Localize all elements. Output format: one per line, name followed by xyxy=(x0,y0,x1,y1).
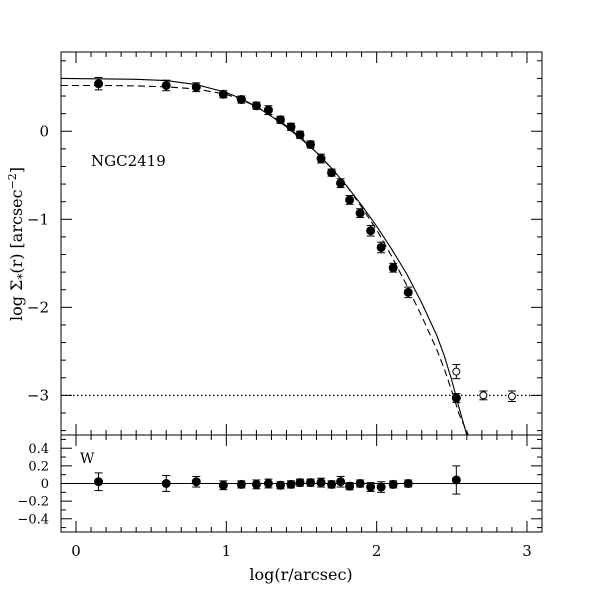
data-point xyxy=(275,480,285,490)
main-panel-data-points xyxy=(94,77,516,403)
residual-annotation: W xyxy=(80,451,95,467)
y-tick-label: −1 xyxy=(27,211,49,229)
data-point xyxy=(327,168,337,178)
data-point xyxy=(403,479,413,488)
data-point xyxy=(316,154,326,164)
data-point xyxy=(94,477,104,487)
data-point-open xyxy=(479,391,488,400)
data-point xyxy=(345,481,355,491)
data-point xyxy=(336,178,346,188)
model-curve-dashed xyxy=(61,84,469,436)
data-point-open xyxy=(452,367,461,376)
residual-panel: 0.4 0.2 0 −0.2 −0.4 W xyxy=(17,434,543,533)
data-point xyxy=(336,477,346,487)
y-tick-label: 0.4 xyxy=(28,442,49,457)
data-point xyxy=(366,226,376,236)
data-point-open xyxy=(507,392,516,401)
x-tick-label: 3 xyxy=(522,542,532,560)
data-point xyxy=(251,479,261,489)
data-point xyxy=(366,482,376,492)
data-point xyxy=(251,101,261,111)
main-panel-y-tick-labels: 0 −1 −2 −3 xyxy=(27,122,49,404)
data-point xyxy=(161,479,171,488)
data-point xyxy=(376,242,386,252)
data-point xyxy=(286,122,296,132)
data-point xyxy=(316,478,326,488)
data-point xyxy=(451,393,461,403)
data-point xyxy=(306,139,316,149)
data-point xyxy=(345,195,355,205)
data-point xyxy=(275,115,285,125)
data-point xyxy=(295,130,305,140)
data-point xyxy=(388,263,398,273)
data-point xyxy=(263,479,273,488)
y-tick-label: 0 xyxy=(39,122,49,140)
residual-panel-data-points xyxy=(94,465,461,495)
residual-panel-y-tick-labels: 0.4 0.2 0 −0.2 −0.4 xyxy=(17,442,49,528)
y-axis-label: log Σ*(r) [arcsec−2] xyxy=(6,167,29,321)
data-point xyxy=(94,79,104,89)
main-panel-ticks xyxy=(60,52,543,435)
data-point xyxy=(218,480,228,490)
y-tick-label: −0.4 xyxy=(17,512,49,527)
main-panel: 0 −1 −2 −3 NGC2419 xyxy=(27,51,543,436)
data-point xyxy=(286,479,296,489)
data-point xyxy=(376,482,386,492)
data-point xyxy=(191,477,201,487)
data-point xyxy=(295,478,305,488)
data-point xyxy=(327,479,337,489)
y-tick-label: −3 xyxy=(27,387,49,405)
data-point xyxy=(388,479,398,489)
data-point xyxy=(355,479,365,488)
y-tick-label: 0 xyxy=(41,477,49,492)
x-tick-labels: 0 1 2 3 xyxy=(71,542,531,560)
x-axis-label: log(r/arcsec) xyxy=(249,565,352,584)
x-tick-label: 1 xyxy=(222,542,232,560)
data-point xyxy=(451,475,461,485)
data-point xyxy=(263,105,273,115)
data-point xyxy=(236,95,246,105)
galaxy-name-annotation: NGC2419 xyxy=(91,152,166,170)
data-point xyxy=(403,287,413,297)
y-tick-label: −0.2 xyxy=(17,495,49,510)
data-point xyxy=(218,89,228,99)
data-point xyxy=(191,82,201,92)
residual-panel-ticks xyxy=(60,435,543,532)
data-point xyxy=(161,80,171,90)
x-tick-label: 2 xyxy=(372,542,382,560)
data-point xyxy=(306,478,316,488)
data-point xyxy=(355,208,365,218)
y-tick-label: 0.2 xyxy=(28,459,49,474)
data-point xyxy=(236,479,246,489)
y-tick-label: −2 xyxy=(27,299,49,317)
x-tick-label: 0 xyxy=(71,542,81,560)
